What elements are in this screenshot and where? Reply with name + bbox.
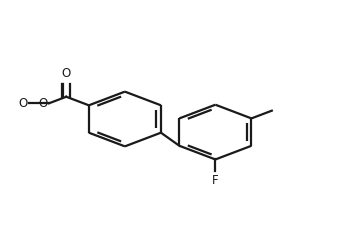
Text: O: O <box>18 97 27 110</box>
Text: F: F <box>212 174 219 187</box>
Text: O: O <box>38 97 47 110</box>
Text: O: O <box>62 67 71 80</box>
